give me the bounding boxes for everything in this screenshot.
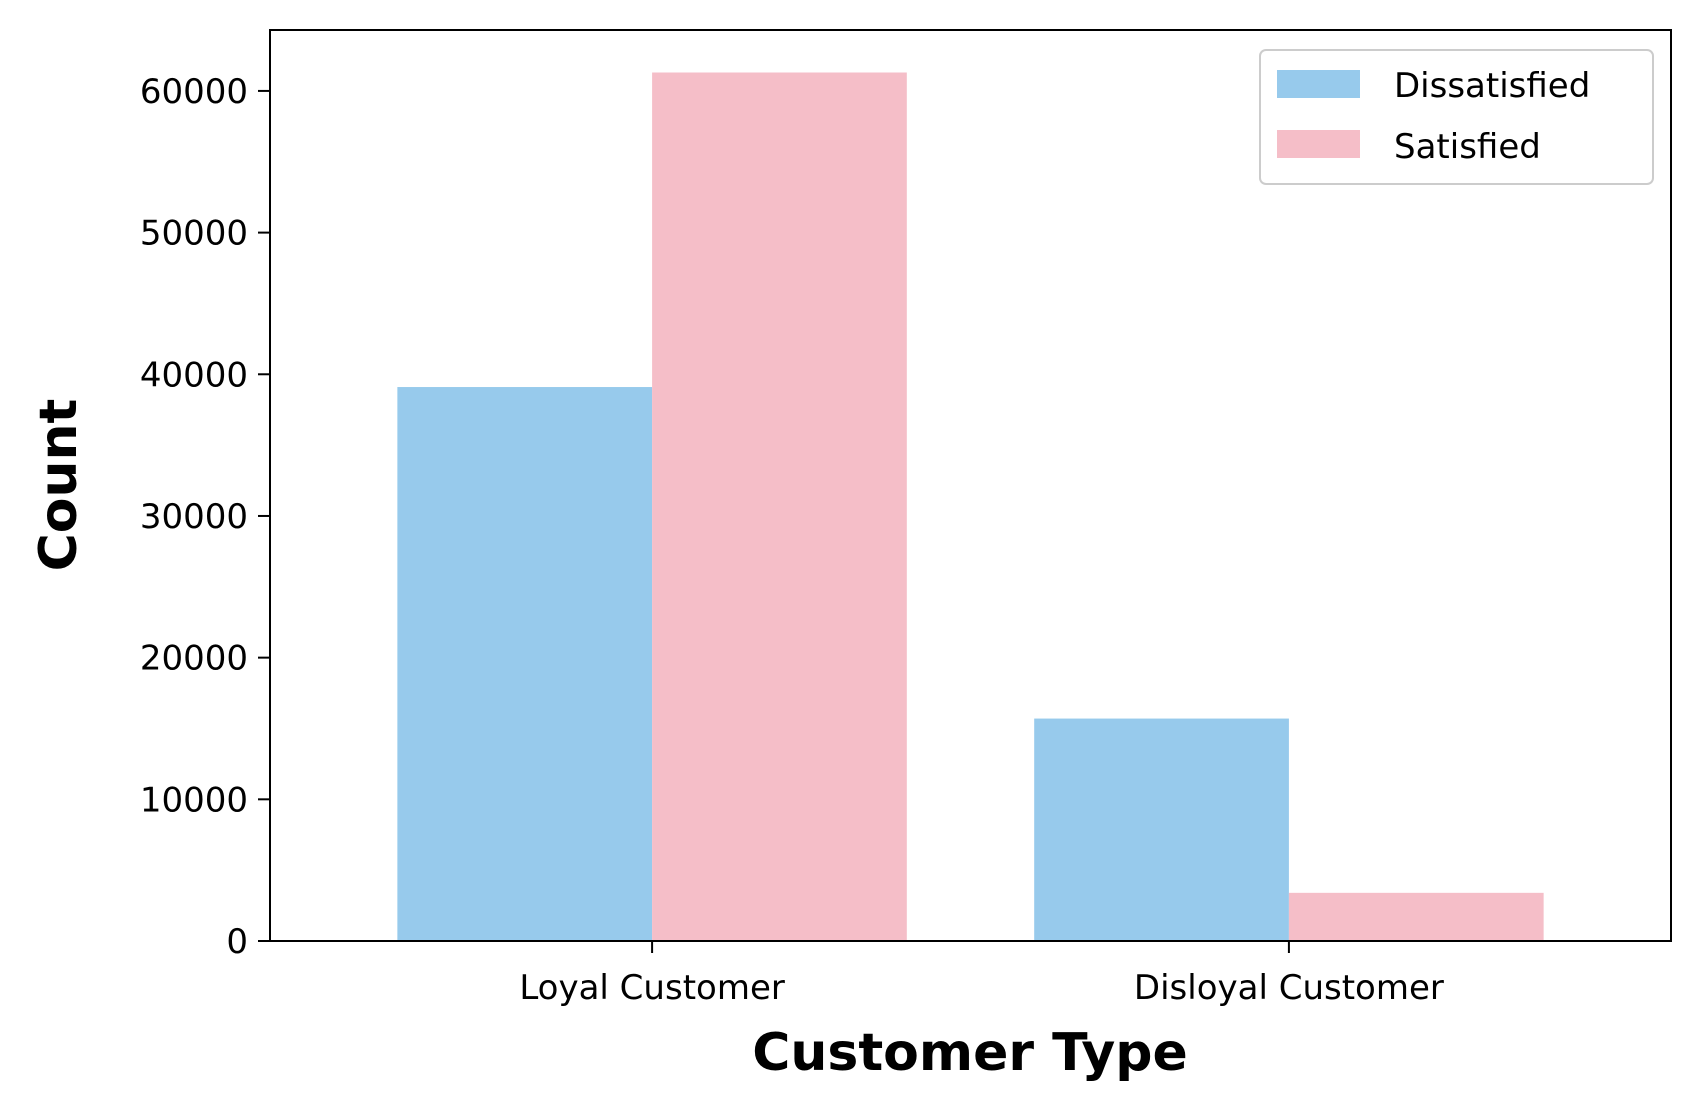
- bar-satisfied-loyal-customer: [652, 72, 907, 941]
- bar-satisfied-disloyal-customer: [1288, 892, 1544, 941]
- legend: Dissatisfied Satisfied: [1259, 49, 1654, 185]
- plot-frame: [269, 29, 1672, 942]
- y-tick-label: 10000: [140, 780, 248, 820]
- x-axis-ticks: Loyal Customer Disloyal Customer: [519, 941, 1444, 1008]
- y-axis-ticks: 0 10000 20000 30000 40000 50000 60000: [140, 72, 270, 962]
- y-tick-label: 20000: [140, 639, 248, 679]
- x-axis-title: Customer Type: [752, 1023, 1188, 1083]
- y-tick-label: 60000: [140, 72, 248, 112]
- y-tick-label: 0: [226, 922, 248, 962]
- y-tick-label: 30000: [140, 497, 248, 537]
- y-axis-title: Count: [29, 399, 89, 572]
- x-tick-label: Disloyal Customer: [1134, 968, 1444, 1008]
- bar-dissatisfied-loyal-customer: [397, 387, 653, 941]
- legend-label-satisfied: Satisfied: [1394, 127, 1541, 167]
- legend-label-dissatisfied: Dissatisfied: [1394, 66, 1590, 106]
- legend-swatch-satisfied: [1277, 130, 1360, 158]
- bars-layer: [397, 72, 1544, 941]
- y-tick-label: 40000: [140, 355, 248, 395]
- legend-swatch-dissatisfied: [1277, 70, 1360, 98]
- x-tick-label: Loyal Customer: [519, 968, 785, 1008]
- y-tick-label: 50000: [140, 214, 248, 254]
- bar-dissatisfied-disloyal-customer: [1034, 718, 1289, 941]
